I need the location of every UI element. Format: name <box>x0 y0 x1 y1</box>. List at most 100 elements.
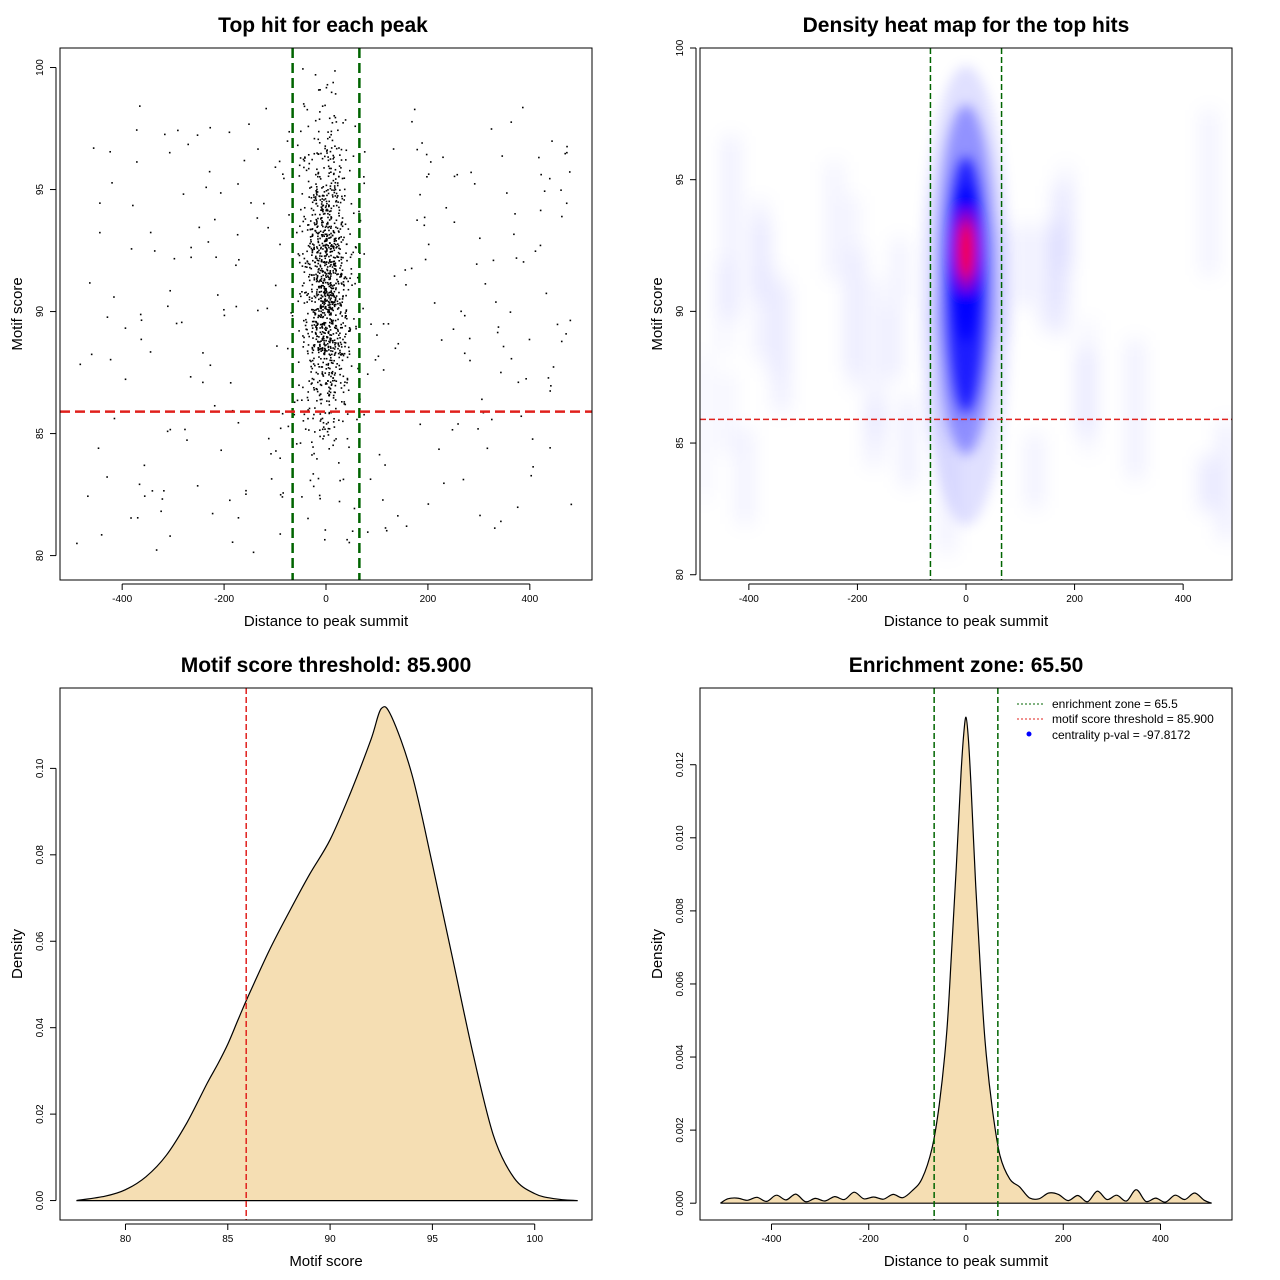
scatter-point <box>342 353 344 355</box>
scatter-point <box>307 399 310 402</box>
scatter-point <box>335 332 338 334</box>
scatter-point <box>331 322 334 325</box>
heatmap-reference-lines <box>700 48 1232 580</box>
scatter-point <box>297 300 300 303</box>
scatter-point <box>311 201 314 204</box>
scatter-point <box>328 314 331 316</box>
scatter-point <box>323 294 326 296</box>
scatter-point <box>336 196 338 199</box>
scatter-point <box>363 182 366 185</box>
scatter-point <box>327 346 330 349</box>
scatter-point <box>405 525 408 528</box>
scatter-point <box>333 267 336 270</box>
scatter-point <box>335 366 337 368</box>
scatter-point <box>308 407 311 410</box>
scatter-title: Top hit for each peak <box>218 14 428 37</box>
scatter-point <box>328 302 331 304</box>
scatter-point <box>324 298 326 301</box>
scatter-point <box>565 333 567 335</box>
scatter-point <box>325 205 328 207</box>
scatter-point <box>427 243 430 246</box>
scatter-point <box>339 332 341 335</box>
scatter-point <box>313 316 315 319</box>
scatter-point <box>522 106 524 109</box>
scatter-point <box>319 89 321 91</box>
scatter-point <box>438 448 440 451</box>
scatter-point <box>531 438 534 440</box>
scatter-point <box>318 195 320 197</box>
score-density-y-ticks: 0.00 0.02 0.04 0.06 0.08 0.10 <box>35 758 57 1210</box>
scatter-point <box>339 479 341 482</box>
scatter-point <box>322 375 325 377</box>
distance-density-curve <box>720 716 1212 1204</box>
scatter-point <box>332 293 335 295</box>
scatter-point <box>312 485 315 488</box>
scatter-point <box>325 276 328 278</box>
scatter-point <box>323 538 326 541</box>
scatter-point <box>337 282 340 285</box>
scatter-point <box>343 352 346 355</box>
scatter-point <box>327 189 329 191</box>
scatter-point <box>340 236 342 238</box>
scatter-point <box>307 312 309 315</box>
scatter-point <box>338 298 341 300</box>
scatter-point <box>324 229 326 231</box>
heatmap-streak <box>1042 225 1053 330</box>
scatter-point <box>337 230 340 232</box>
scatter-point <box>315 291 318 293</box>
scatter-point <box>321 217 323 219</box>
scatter-point <box>311 348 314 350</box>
scatter-point <box>339 351 341 354</box>
x-tick-label: 400 <box>1175 594 1192 605</box>
scatter-point <box>330 312 332 314</box>
scatter-point <box>325 255 327 257</box>
scatter-point <box>320 255 323 258</box>
scatter-point <box>346 259 348 262</box>
scatter-point <box>190 256 192 259</box>
scatter-point <box>323 303 325 306</box>
scatter-point <box>341 326 343 329</box>
scatter-point <box>196 485 199 487</box>
heatmap-streak <box>1130 340 1141 479</box>
scatter-point <box>317 268 320 271</box>
scatter-point <box>331 266 334 268</box>
scatter-point <box>337 342 340 344</box>
scatter-point <box>497 326 500 328</box>
scatter-point <box>319 199 322 201</box>
scatter-point <box>319 435 321 438</box>
scatter-point <box>215 256 217 259</box>
scatter-point <box>323 279 326 281</box>
scatter-point <box>347 389 350 392</box>
scatter-point <box>332 260 335 263</box>
scatter-point <box>143 464 146 467</box>
scatter-point <box>293 401 296 404</box>
scatter-point <box>490 418 493 421</box>
x-tick-label: -200 <box>847 594 867 605</box>
scatter-point <box>325 308 328 310</box>
scatter-point <box>321 187 323 189</box>
scatter-point <box>310 247 313 250</box>
x-tick-label: 0 <box>323 594 329 605</box>
legend-marker-centrality <box>1026 731 1032 737</box>
scatter-point <box>336 363 338 365</box>
scatter-point <box>186 439 188 441</box>
scatter-point <box>331 189 333 191</box>
scatter-point <box>337 343 340 346</box>
scatter-point <box>323 240 326 243</box>
scatter-point <box>175 322 178 325</box>
scatter-point <box>302 68 304 70</box>
scatter-point <box>317 308 320 310</box>
scatter-point <box>323 342 326 344</box>
scatter-point <box>329 359 331 362</box>
scatter-point <box>304 324 307 327</box>
scatter-point <box>332 301 334 304</box>
scatter-point <box>322 373 324 376</box>
scatter-point <box>318 291 321 293</box>
scatter-point <box>140 338 143 341</box>
scatter-point <box>177 129 179 132</box>
scatter-point <box>340 311 342 313</box>
y-tick-label: 0.004 <box>675 1044 686 1069</box>
scatter-point <box>330 254 332 257</box>
scatter-point <box>339 373 341 376</box>
scatter-point <box>322 248 324 250</box>
